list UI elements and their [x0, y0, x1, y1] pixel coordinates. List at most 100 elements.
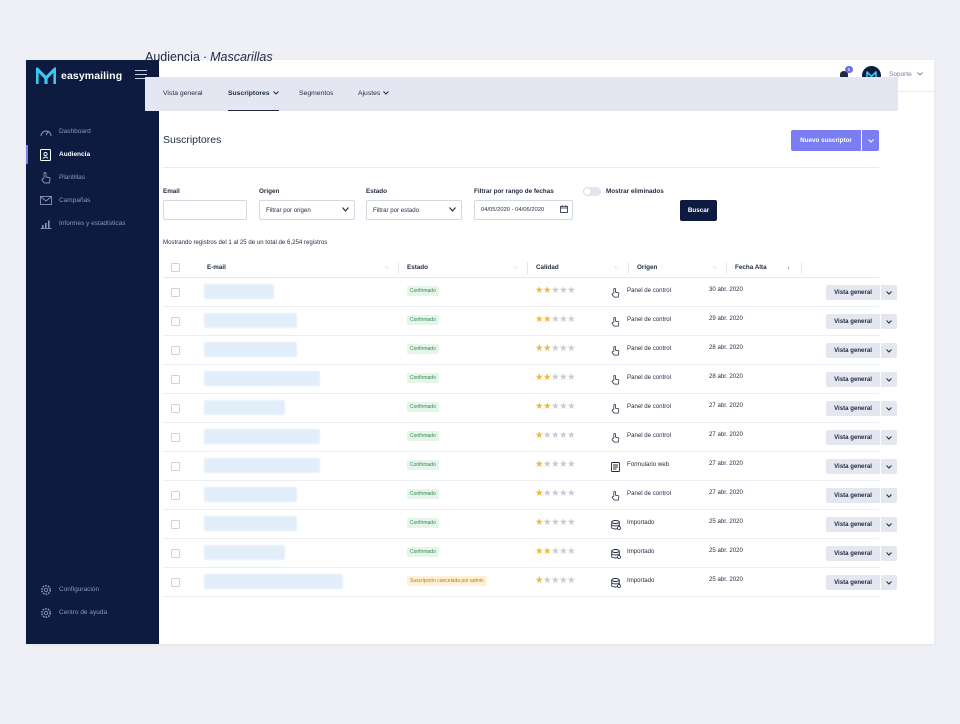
row-actions-dropdown[interactable]	[881, 401, 897, 416]
row-actions-dropdown[interactable]	[881, 517, 897, 532]
row-actions-dropdown[interactable]	[881, 459, 897, 474]
estado-select[interactable]: Filtrar por estado	[366, 200, 462, 220]
row-view-button[interactable]: Vista general	[826, 401, 880, 416]
row-view-button[interactable]: Vista general	[826, 343, 880, 358]
table-row[interactable]: Confirmado ★★★★★ Panel de control 29 abr. 2…	[163, 307, 897, 336]
tab-vista-general[interactable]: Vista general	[163, 77, 203, 111]
star-icon: ★	[551, 488, 560, 499]
row-actions-dropdown[interactable]	[881, 430, 897, 445]
row-checkbox[interactable]	[171, 288, 180, 297]
signup-date: 25 abr. 2020	[709, 576, 743, 583]
row-checkbox[interactable]	[171, 491, 180, 500]
table-row[interactable]: Confirmado ★★★★★ Panel de control 27 abr. 2…	[163, 481, 897, 510]
subscribers-table: E-mail ↑↓ Estado ↑↓ Calidad ↑↓ Origen ↑↓…	[163, 258, 897, 597]
row-actions-dropdown[interactable]	[881, 285, 897, 300]
star-icon: ★	[567, 488, 576, 499]
star-icon: ★	[551, 459, 560, 470]
signup-date: 30 abr. 2020	[709, 286, 743, 293]
sidebar-item-centro-de-ayuda[interactable]: Centro de ayuda	[26, 601, 159, 624]
star-icon: ★	[543, 517, 552, 528]
sort-desc-icon[interactable]: ↓	[787, 265, 790, 271]
row-view-button[interactable]: Vista general	[826, 314, 880, 329]
column-header-calidad[interactable]: Calidad	[536, 264, 559, 271]
row-checkbox[interactable]	[171, 404, 180, 413]
tab-ajustes[interactable]: Ajustes	[358, 77, 390, 111]
column-header-email[interactable]: E-mail	[207, 264, 226, 271]
row-view-button[interactable]: Vista general	[826, 459, 880, 474]
table-row[interactable]: Confirmado ★★★★★ Importado 25 abr. 2020 Vist…	[163, 510, 897, 539]
tab-suscriptores[interactable]: Suscriptores	[228, 77, 279, 111]
table-row[interactable]: Confirmado ★★★★★ Panel de control 27 abr. 2…	[163, 394, 897, 423]
row-view-button[interactable]: Vista general	[826, 488, 880, 503]
select-all-checkbox[interactable]	[171, 263, 180, 272]
star-icon: ★	[559, 343, 568, 354]
row-actions-dropdown[interactable]	[881, 343, 897, 358]
table-row[interactable]: Suscripción cancelada por admin ★★★★★ Impo…	[163, 568, 897, 597]
origin-cell: Panel de control	[611, 401, 671, 414]
table-row[interactable]: Confirmado ★★★★★ Formulario web 27 abr. 202…	[163, 452, 897, 481]
sidebar-item-plantillas[interactable]: Plantillas	[26, 166, 159, 189]
sidebar-item-audiencia[interactable]: Audiencia	[26, 143, 159, 166]
row-checkbox[interactable]	[171, 520, 180, 529]
row-checkbox[interactable]	[171, 549, 180, 558]
row-checkbox[interactable]	[171, 317, 180, 326]
row-actions-dropdown[interactable]	[881, 546, 897, 561]
star-icon: ★	[535, 343, 544, 354]
row-view-button[interactable]: Vista general	[826, 285, 880, 300]
origin-label: Panel de control	[627, 431, 672, 439]
tab-segmentos[interactable]: Segmentos	[299, 77, 333, 111]
sidebar-item-dashboard[interactable]: Dashboard	[26, 120, 159, 143]
row-actions-dropdown[interactable]	[881, 372, 897, 387]
email-redacted	[204, 429, 320, 444]
date-range-field[interactable]: 04/05/2020 - 04/06/2020	[474, 200, 573, 220]
star-icon: ★	[551, 430, 560, 441]
table-row[interactable]: Confirmado ★★★★★ Panel de control 28 abr. 2…	[163, 336, 897, 365]
column-separator	[628, 262, 629, 274]
new-subscriber-dropdown[interactable]	[862, 130, 879, 151]
star-icon: ★	[559, 459, 568, 470]
row-checkbox[interactable]	[171, 462, 180, 471]
row-view-button[interactable]: Vista general	[826, 546, 880, 561]
table-row[interactable]: Confirmado ★★★★★ Importado 25 abr. 2020 Vist…	[163, 539, 897, 568]
sidebar-item-campanas[interactable]: Campañas	[26, 189, 159, 212]
row-view-button[interactable]: Vista general	[826, 430, 880, 445]
origen-select[interactable]: Filtrar por origen	[259, 200, 355, 220]
form-icon	[611, 459, 620, 472]
row-actions-dropdown[interactable]	[881, 488, 897, 503]
sort-icon[interactable]: ↑↓	[614, 265, 619, 271]
row-view-button[interactable]: Vista general	[826, 517, 880, 532]
show-deleted-toggle[interactable]	[583, 187, 601, 196]
row-actions-dropdown[interactable]	[881, 314, 897, 329]
star-icon: ★	[551, 285, 560, 296]
row-checkbox[interactable]	[171, 375, 180, 384]
column-header-fecha-alta[interactable]: Fecha Alta	[735, 264, 767, 271]
star-icon: ★	[559, 372, 568, 383]
column-header-estado[interactable]: Estado	[407, 264, 428, 271]
row-actions-dropdown[interactable]	[881, 575, 897, 590]
new-subscriber-button[interactable]: Nuevo suscriptor	[791, 130, 861, 151]
chevron-down-icon	[886, 522, 892, 527]
hand-pointer-icon	[611, 343, 620, 356]
sort-icon[interactable]: ↑↓	[513, 265, 518, 271]
menu-toggle-icon[interactable]	[135, 70, 147, 79]
row-checkbox[interactable]	[171, 346, 180, 355]
estado-select-value: Filtrar por estado	[373, 206, 420, 214]
search-button[interactable]: Buscar	[680, 200, 717, 221]
table-row[interactable]: Confirmado ★★★★★ Panel de control 30 abr. 2…	[163, 278, 897, 307]
row-view-button[interactable]: Vista general	[826, 372, 880, 387]
sort-icon[interactable]: ↑↓	[384, 265, 389, 271]
sidebar-item-informes[interactable]: Informes y estadísticas	[26, 212, 159, 235]
row-view-button[interactable]: Vista general	[826, 575, 880, 590]
row-checkbox[interactable]	[171, 433, 180, 442]
star-icon: ★	[543, 546, 552, 557]
brand[interactable]: easymailing	[36, 67, 122, 85]
user-menu[interactable]: Soporte	[889, 71, 923, 78]
sidebar-item-configuracion[interactable]: Configuración	[26, 578, 159, 601]
email-field[interactable]	[163, 200, 247, 220]
table-row[interactable]: Confirmado ★★★★★ Panel de control 27 abr. 2…	[163, 423, 897, 452]
column-header-origen[interactable]: Origen	[637, 264, 658, 271]
table-row[interactable]: Confirmado ★★★★★ Panel de control 28 abr. 2…	[163, 365, 897, 394]
column-separator	[801, 262, 802, 274]
sort-icon[interactable]: ↑↓	[712, 265, 717, 271]
row-checkbox[interactable]	[171, 578, 180, 587]
